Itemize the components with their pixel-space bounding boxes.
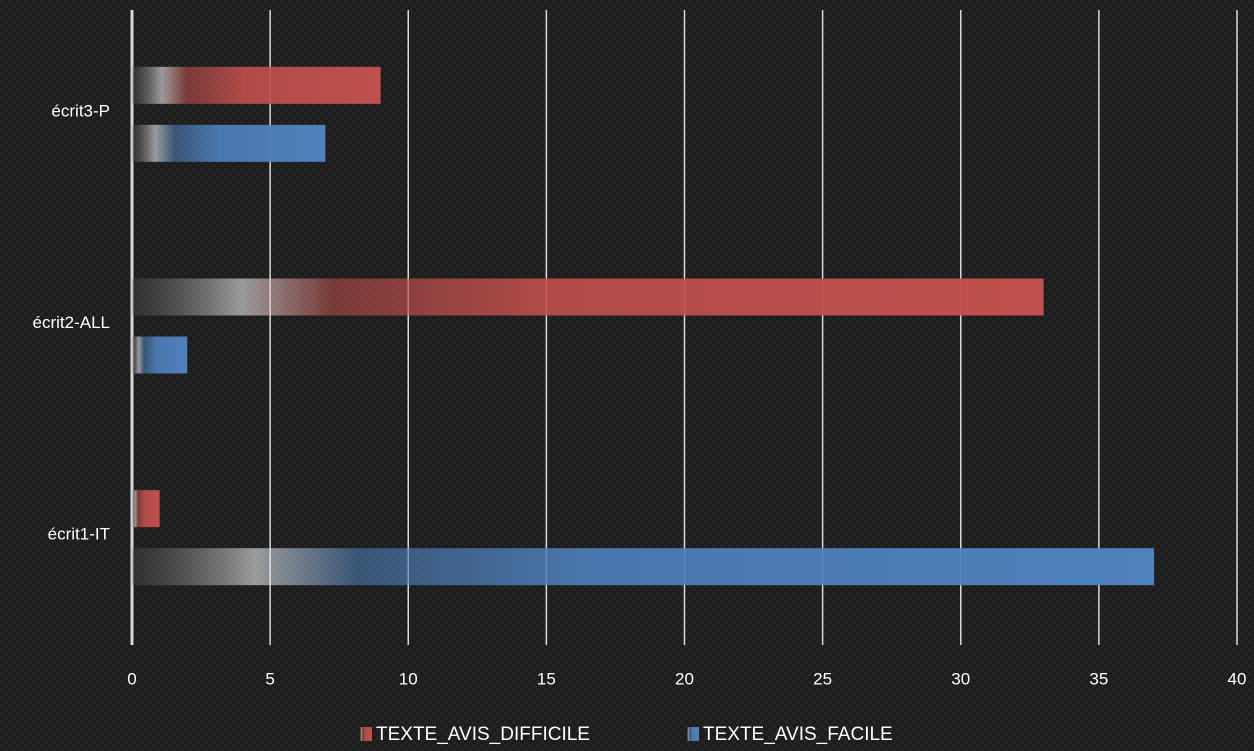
bar	[132, 278, 1044, 316]
bar	[132, 336, 188, 374]
legend-swatch	[360, 727, 372, 741]
x-tick-label: 25	[813, 669, 832, 688]
x-tick-label: 10	[399, 669, 418, 688]
x-tick-label: 40	[1228, 669, 1247, 688]
y-tick-label: écrit2-ALL	[33, 313, 110, 332]
x-tick-label: 20	[675, 669, 694, 688]
legend-swatch	[687, 727, 699, 741]
y-tick-label: écrit1-IT	[48, 525, 110, 544]
x-tick-label: 15	[537, 669, 556, 688]
x-tick-label: 0	[127, 669, 136, 688]
x-tick-label: 35	[1089, 669, 1108, 688]
bar	[132, 490, 160, 528]
y-tick-label: écrit3-P	[51, 101, 110, 120]
legend-label: TEXTE_AVIS_FACILE	[703, 724, 893, 745]
bar	[132, 548, 1155, 586]
legend-label: TEXTE_AVIS_DIFFICILE	[376, 724, 590, 745]
x-tick-label: 30	[951, 669, 970, 688]
bar	[132, 66, 381, 104]
x-tick-label: 5	[265, 669, 274, 688]
legend: TEXTE_AVIS_DIFFICILE TEXTE_AVIS_FACILE	[360, 724, 893, 745]
bar	[132, 124, 326, 162]
